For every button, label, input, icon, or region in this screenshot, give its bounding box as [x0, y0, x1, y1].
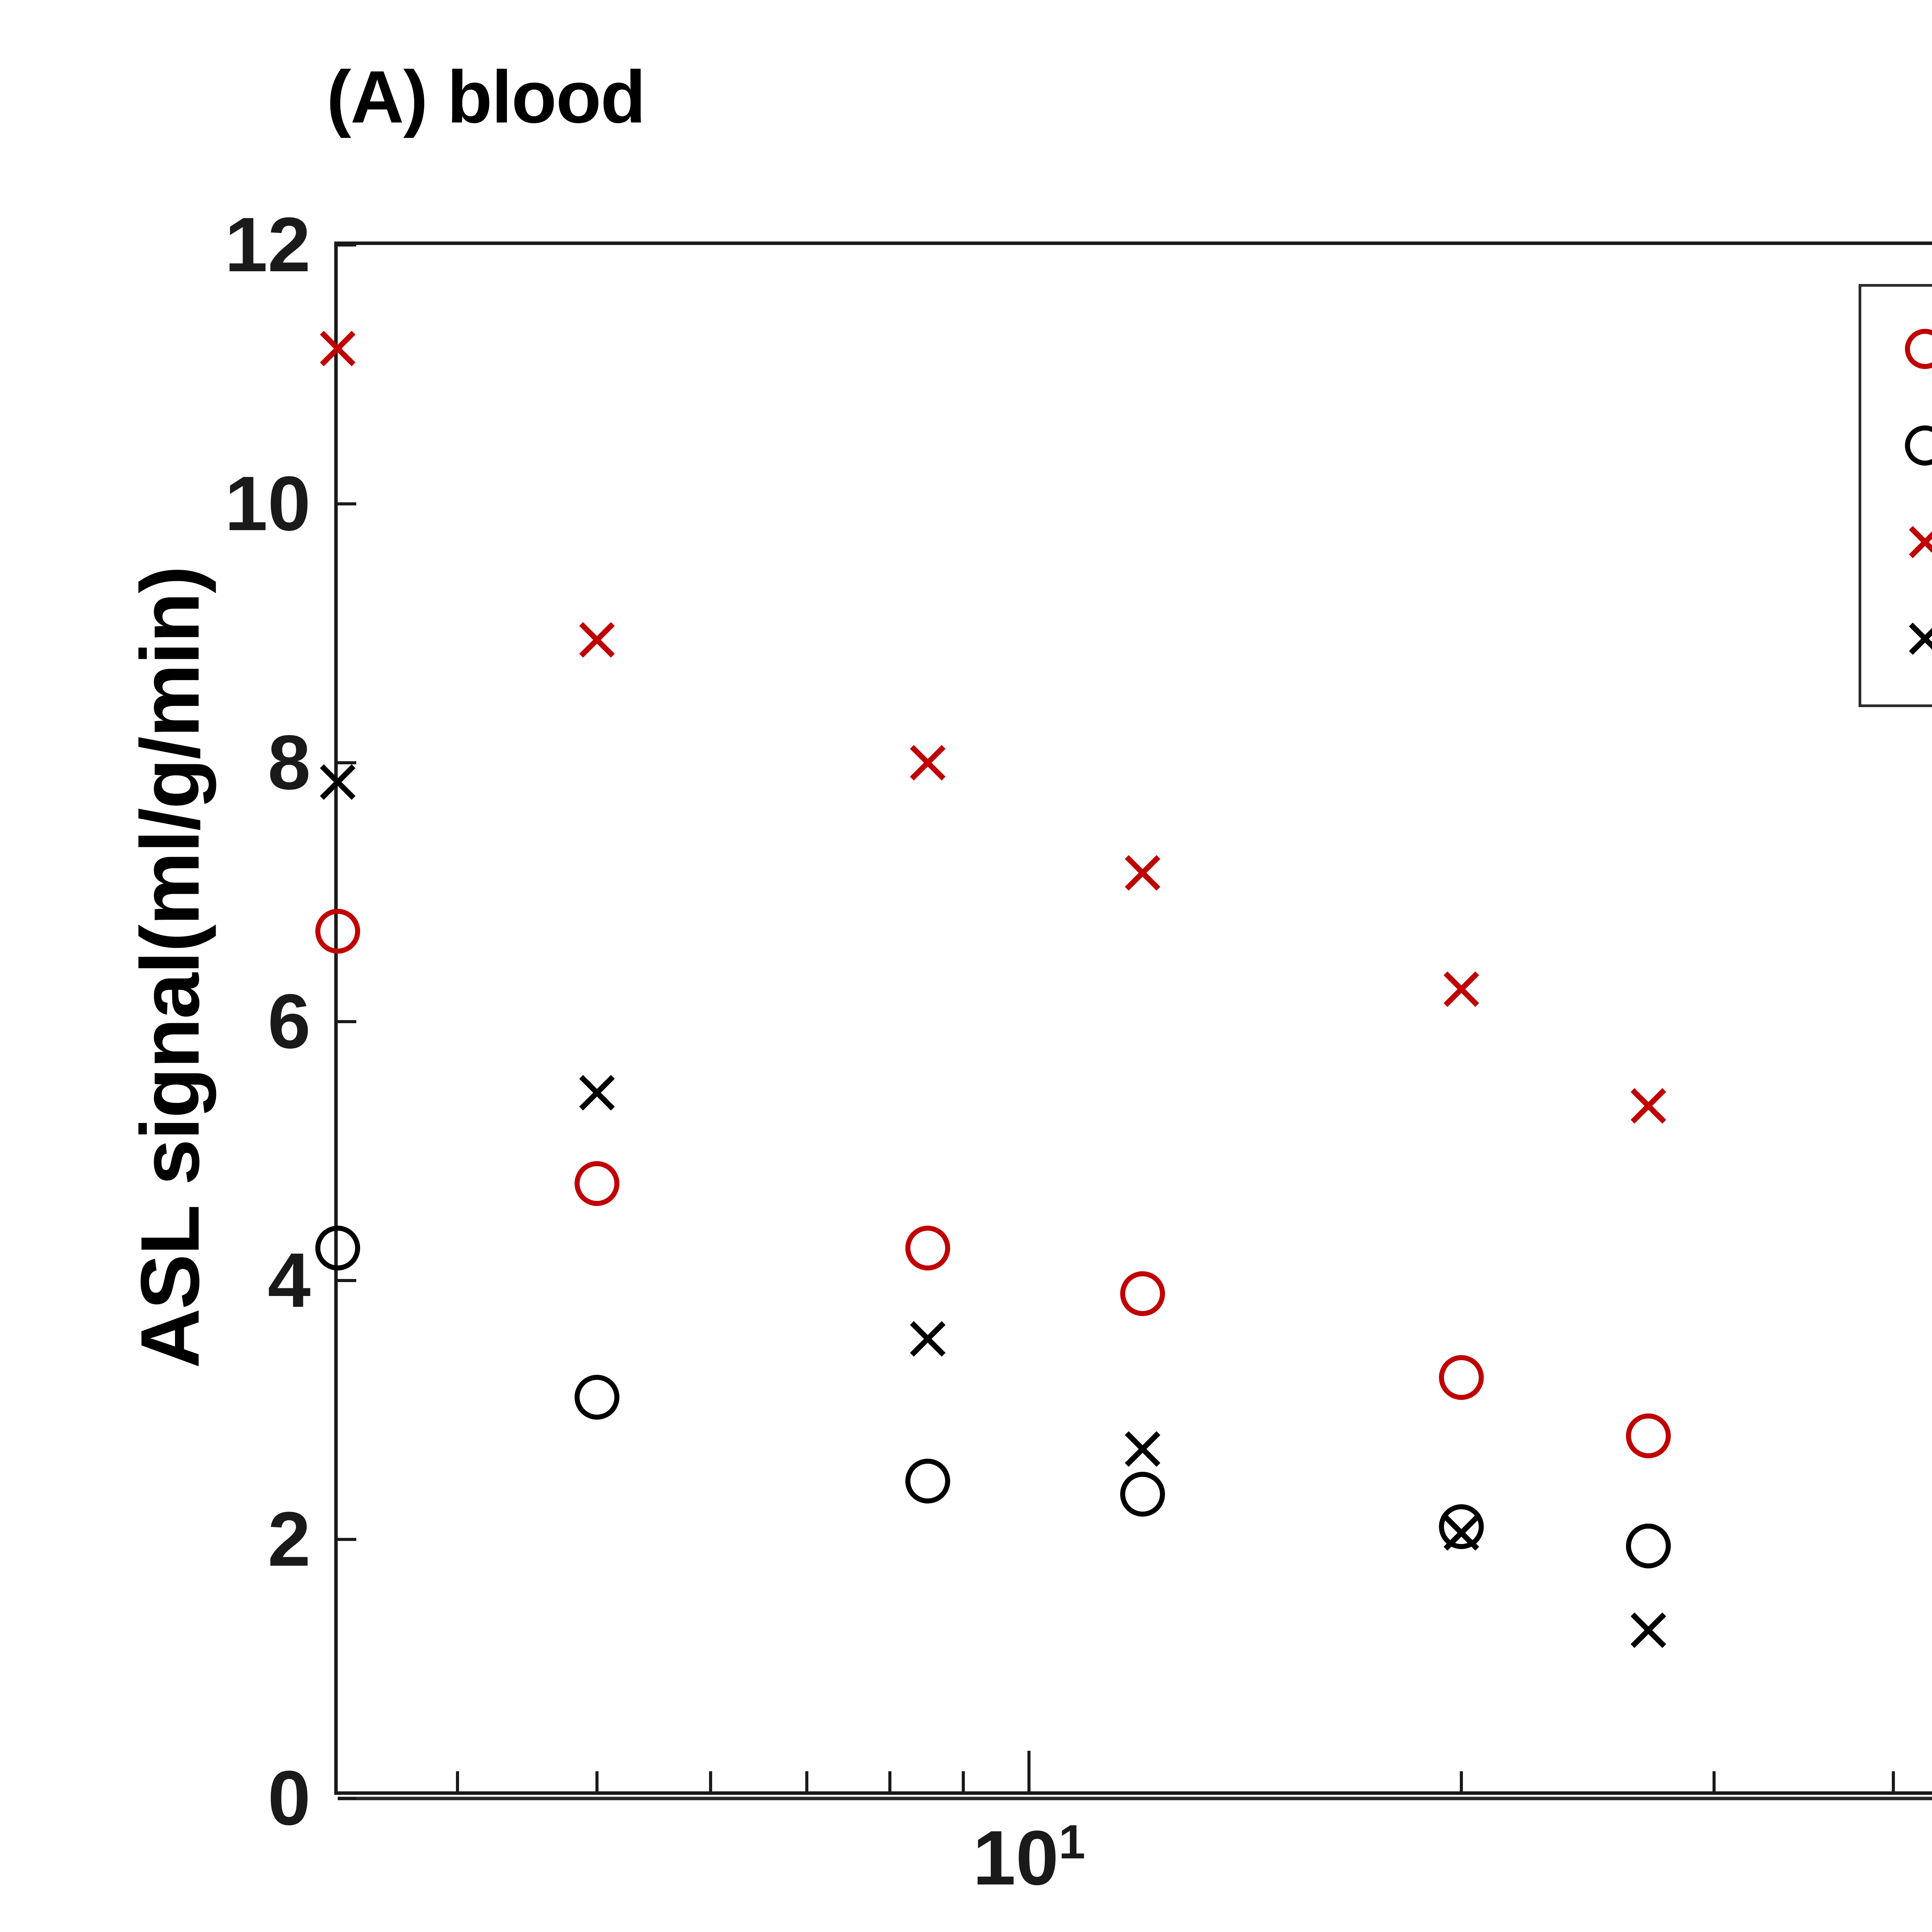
x-tick-minor-5 — [595, 1771, 599, 1791]
x-tick-minor-7 — [805, 1771, 808, 1791]
x-tick-minor-4 — [456, 1771, 459, 1791]
legend-item-0[interactable]: S1: Qin — [1861, 301, 1932, 397]
cross-marker-icon — [1439, 1510, 1484, 1555]
legend-glyph-box — [1861, 397, 1932, 494]
cross-marker-icon — [575, 1070, 619, 1115]
legend-glyph-box — [1861, 590, 1932, 687]
legend-item-1[interactable]: S1: Prop — [1861, 397, 1932, 494]
y-tick-label: 10 — [224, 461, 311, 547]
marker-glyph — [1905, 425, 1932, 466]
legend-item-3[interactable]: S2: Prop — [1861, 590, 1932, 687]
circle-marker-icon — [905, 1459, 950, 1504]
y-tick-label: 0 — [267, 1755, 311, 1841]
x-tick-minor-9 — [962, 1771, 965, 1791]
x-tick-minor-6 — [709, 1771, 712, 1791]
x-tick-label-10: 101 — [973, 1815, 1085, 1901]
marker-glyph — [1905, 619, 1932, 659]
y-tick-mark — [338, 502, 356, 505]
circle-marker-icon — [1120, 1471, 1165, 1517]
y-tick-mark — [338, 1797, 356, 1800]
zero-reference-line — [338, 1797, 1932, 1800]
y-tick-label: 4 — [267, 1237, 311, 1323]
cross-marker-icon — [905, 1316, 950, 1361]
y-tick-mark — [338, 1279, 356, 1282]
circle-marker-icon — [315, 1226, 360, 1271]
circle-marker-icon — [1439, 1355, 1484, 1400]
cross-marker-icon — [575, 617, 619, 662]
cross-marker-icon — [905, 740, 950, 785]
cross-marker-icon — [315, 326, 360, 371]
circle-marker-icon — [574, 1161, 619, 1206]
y-axis-label: ASL signal(ml/g/min) — [123, 566, 216, 1369]
circle-marker-icon — [315, 908, 360, 954]
plot-inner: 0 2 4 6 8 10 12 — [225, 202, 1932, 1841]
x-tick-minor-40 — [1892, 1771, 1895, 1791]
legend-glyph-box — [1861, 301, 1932, 397]
legend-item-2[interactable]: S2: Qin — [1861, 494, 1932, 590]
marker-glyph — [1905, 329, 1932, 369]
circle-marker-icon — [1626, 1413, 1671, 1458]
y-tick-label: 12 — [224, 202, 311, 288]
y-tick-mark — [338, 1020, 356, 1023]
circle-marker-icon — [1626, 1523, 1671, 1568]
cross-marker-icon — [1120, 1427, 1165, 1471]
cross-marker-icon — [1626, 1608, 1671, 1653]
x-tick-minor-8 — [888, 1771, 892, 1791]
cross-marker-icon — [1439, 967, 1484, 1012]
y-tick-mark — [338, 1538, 356, 1541]
legend: S1: QinS1: PropS2: QinS2: Prop — [1859, 284, 1932, 707]
cross-marker-icon — [315, 760, 360, 804]
y-tick-label: 8 — [267, 719, 311, 806]
cross-marker-icon — [1626, 1083, 1671, 1128]
circle-marker-icon — [1120, 1271, 1165, 1316]
marker-glyph — [1905, 522, 1932, 562]
x-tick-major-10 — [1027, 1751, 1031, 1791]
circle-marker-icon — [905, 1226, 950, 1271]
x-tick-minor-30 — [1713, 1771, 1716, 1791]
y-tick-mark — [338, 243, 356, 247]
y-tick-label: 2 — [267, 1496, 311, 1582]
y-tick-label: 6 — [267, 978, 311, 1065]
legend-glyph-box — [1861, 494, 1932, 590]
x-tick-minor-20 — [1459, 1771, 1463, 1791]
plot-area: 0 2 4 6 8 10 12 101 10 2 — [225, 202, 1932, 1901]
circle-marker-icon — [574, 1374, 619, 1420]
cross-marker-icon — [1120, 850, 1165, 895]
panel-title: (A) blood — [327, 55, 646, 138]
